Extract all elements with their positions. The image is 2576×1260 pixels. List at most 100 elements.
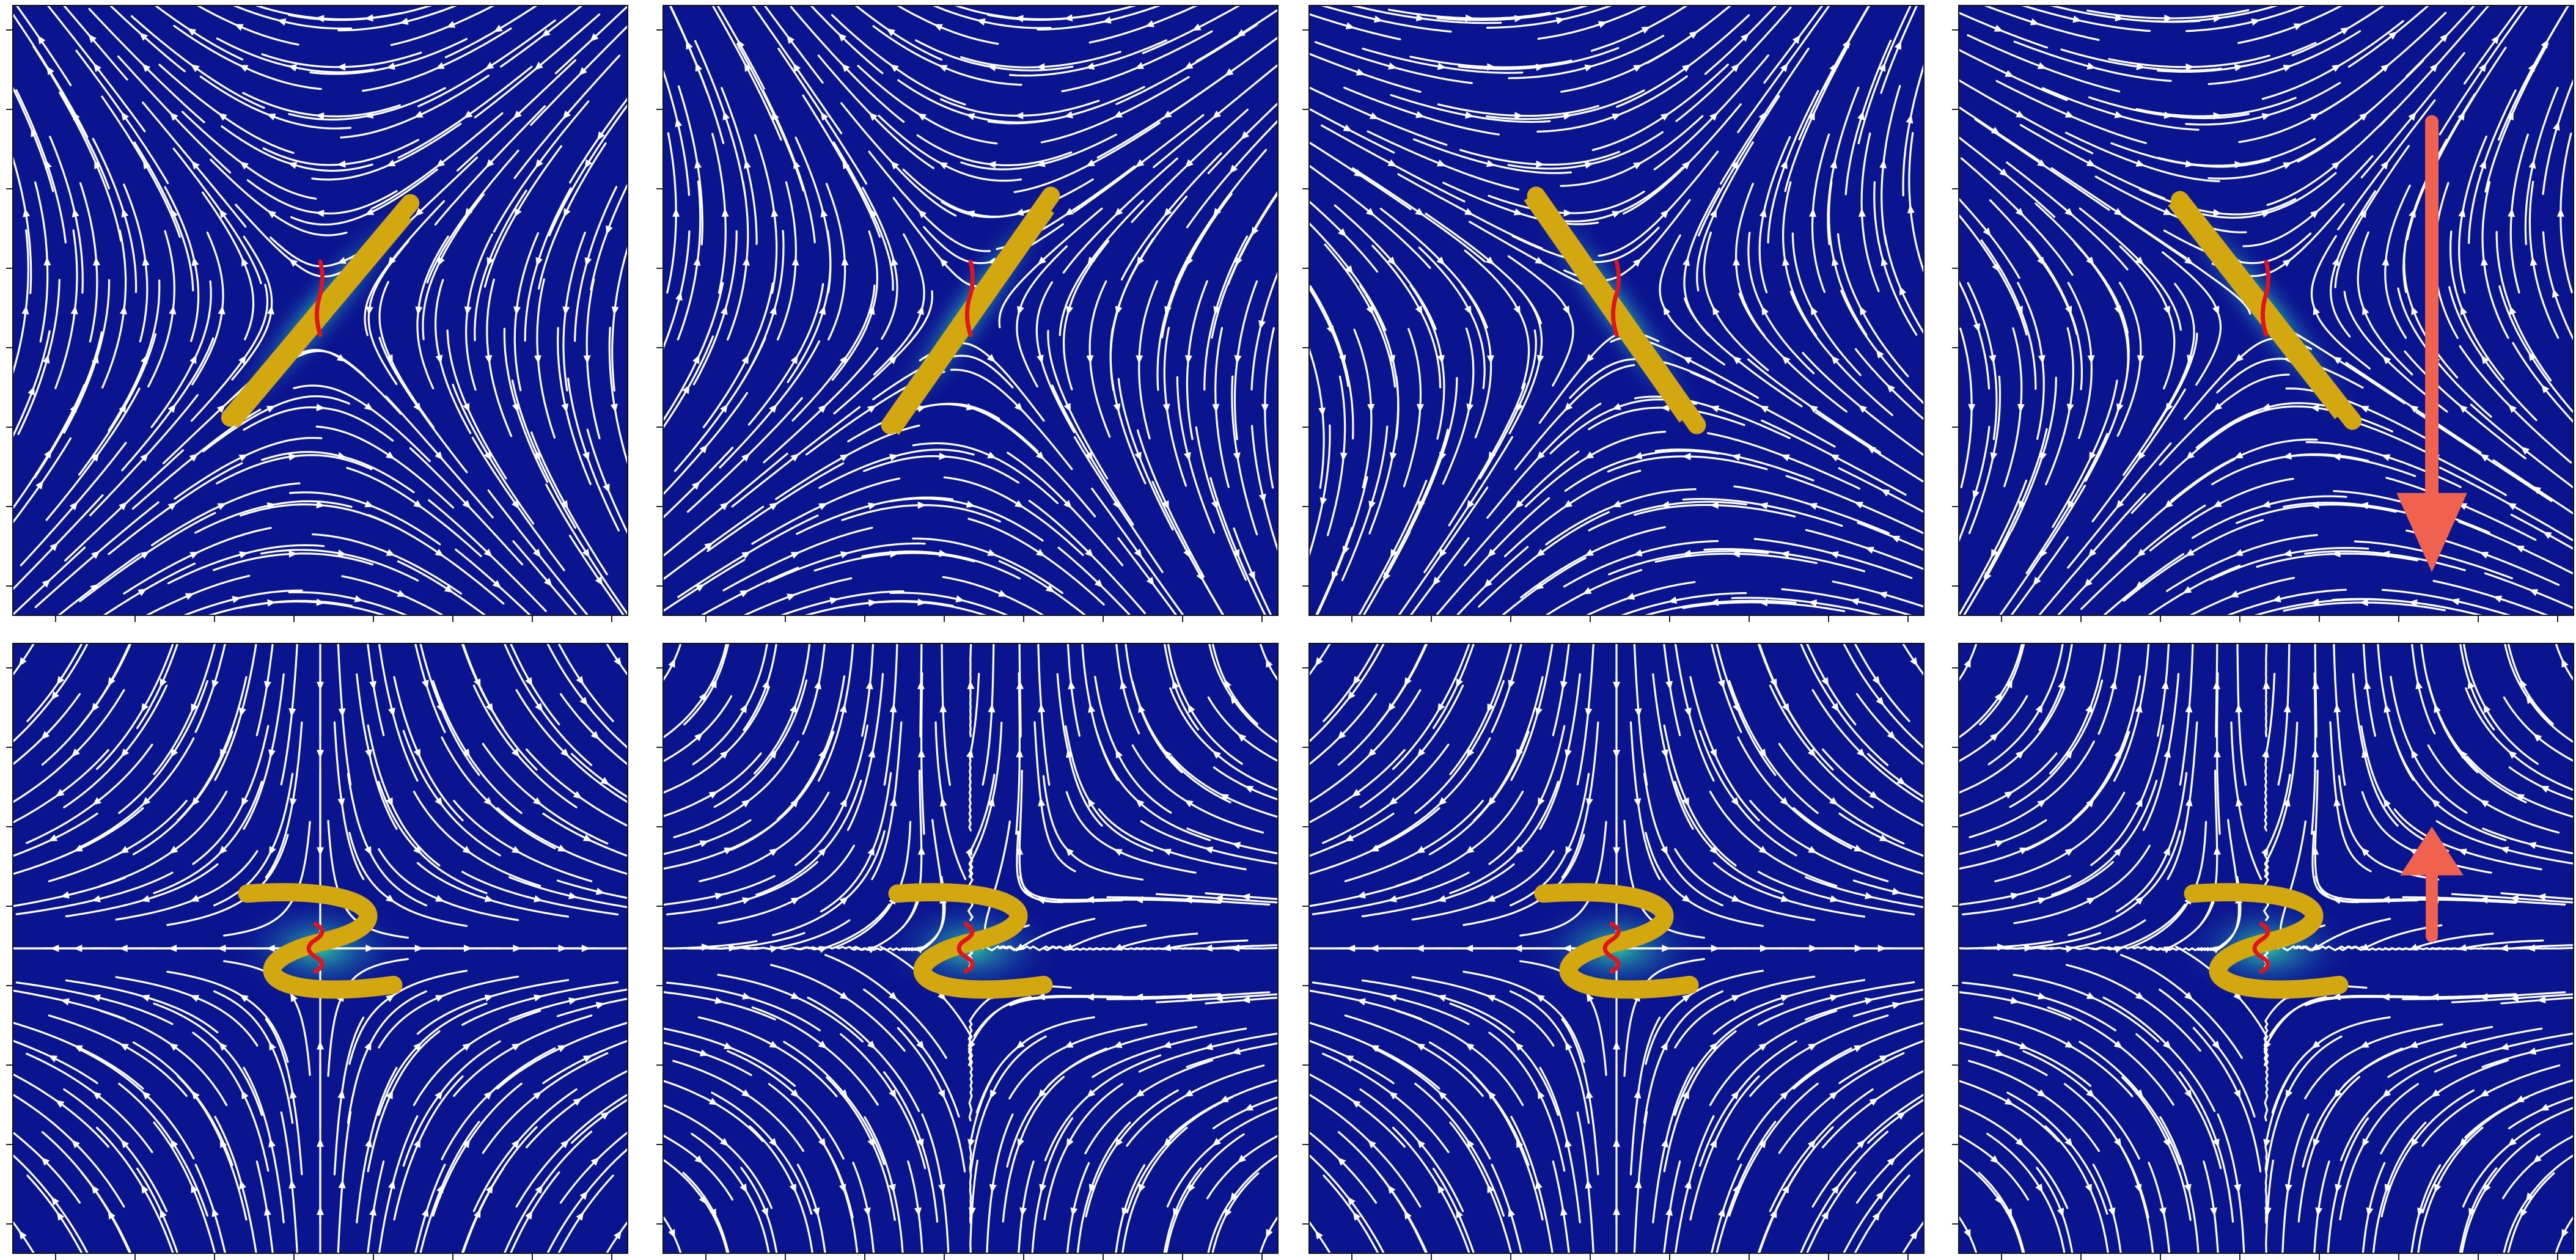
streamline-arrowhead [2064,749,2073,759]
streamline-arrowhead [841,257,849,266]
streamline-arrowhead [2163,208,2173,215]
streamline-arrowhead [1196,572,1204,582]
streamline-arrowhead [1565,846,1572,855]
streamline [2264,644,2268,738]
streamline-arrowhead [2185,451,2195,460]
streamline-arrowhead [2361,847,2370,857]
streamline-arrowhead [1187,703,1195,713]
axis-tick [6,1144,12,1145]
streamline [1821,748,1923,827]
streamline-arrowhead [267,210,277,218]
streamline-arrowhead [2552,288,2559,298]
axis-tick [1431,616,1432,622]
streamline-arrowhead [23,208,31,218]
streamline-arrowhead [1780,895,1790,903]
streamline-arrowhead [2213,208,2222,216]
axis-tick [1952,1064,1958,1066]
streamline [606,1221,627,1253]
axis-tick [1952,747,1958,748]
streamline-arrowhead [1367,748,1376,757]
streamline-arrowhead [739,703,747,713]
streamline-arrowhead [1830,895,1840,903]
centre-curve [315,259,325,337]
streamline-arrowhead [1758,111,1767,121]
streamline [265,1018,303,1176]
streamline-arrowhead [1351,789,1361,797]
streamline-arrowhead [2526,695,2534,705]
streamline [861,644,875,737]
streamline [496,1022,627,1090]
streamline-arrowhead [1241,893,1250,901]
streamline-arrowhead [1807,748,1816,758]
streamline-arrowhead [2187,354,2194,364]
streamline-arrowhead [820,208,828,218]
streamline-arrowhead [2382,356,2391,365]
streamline-arrowhead [266,113,276,121]
streamline-arrowhead [1879,159,1887,169]
streamline-arrowhead [1437,703,1445,712]
streamline-arrowhead [2017,403,2025,413]
streamline-arrowhead [72,208,79,218]
streamline-arrowhead [2038,992,2047,1000]
streamline [1960,157,2074,276]
streamline [1902,1221,1923,1253]
streamline-arrowhead [435,895,445,902]
streamline-arrowhead [219,209,227,218]
axis-tick [656,667,662,668]
streamline [1081,644,1119,782]
streamline-arrowhead [692,354,700,364]
streamline-arrowhead [2335,1184,2342,1193]
streamline-arrowhead [288,453,298,461]
axis-tick [1302,1144,1308,1145]
streamline [57,553,141,615]
streamline-arrowhead [1204,1042,1214,1050]
streamline-arrowhead [218,112,227,121]
streamline-arrowhead [1792,35,1800,44]
streamline-arrowhead [989,1090,997,1099]
axis-tick [373,1254,374,1260]
streamline-arrowhead [890,161,899,170]
streamline [1902,644,1923,676]
streamline [413,790,541,887]
streamline-arrowhead [141,994,150,1002]
streamline [1353,328,1373,489]
streamline-arrowhead [582,452,590,461]
streamline-arrowhead [43,257,51,266]
streamline-arrowhead [1162,1041,1172,1049]
streamline-arrowhead [2479,1089,2489,1097]
streamline-arrowhead [987,161,996,169]
streamline-arrowhead [1356,998,1366,1006]
swimmer-body [1524,186,1706,434]
streamline [525,1070,627,1149]
streamline-arrowhead [1192,23,1202,31]
streamline [557,644,614,722]
streamline-arrowhead [2030,18,2039,26]
streamline [921,1113,950,1253]
streamline-arrowhead [140,551,150,559]
streamline-arrowhead [1682,357,1692,364]
streamline [825,183,846,341]
streamline-arrowhead [741,354,749,364]
streamline-arrowhead [2382,1089,2391,1098]
streamline [13,644,35,676]
streamline-arrowhead [535,1184,543,1194]
streamline-arrowhead [2361,749,2369,758]
streamline [2142,673,2180,831]
streamline-arrowhead [386,797,393,807]
streamline-arrowhead [1213,208,1221,218]
streamline-arrowhead [2541,39,2548,49]
streamline [280,644,298,786]
streamline-arrowhead [169,112,178,121]
streamline [1479,329,1537,480]
streamline-arrowhead [141,1184,149,1194]
streamline-arrowhead [2261,846,2269,856]
streamline-arrowhead [2293,23,2303,31]
streamline [1959,280,1991,390]
streamline-arrowhead [1964,658,1971,668]
streamline-arrowhead [289,1090,297,1099]
streamline [1211,1172,1260,1253]
streamline-arrowhead [2261,403,2271,411]
streamline-arrowhead [463,403,470,412]
streamline-arrowhead [1682,1090,1689,1099]
streamline-arrowhead [2135,256,2144,266]
